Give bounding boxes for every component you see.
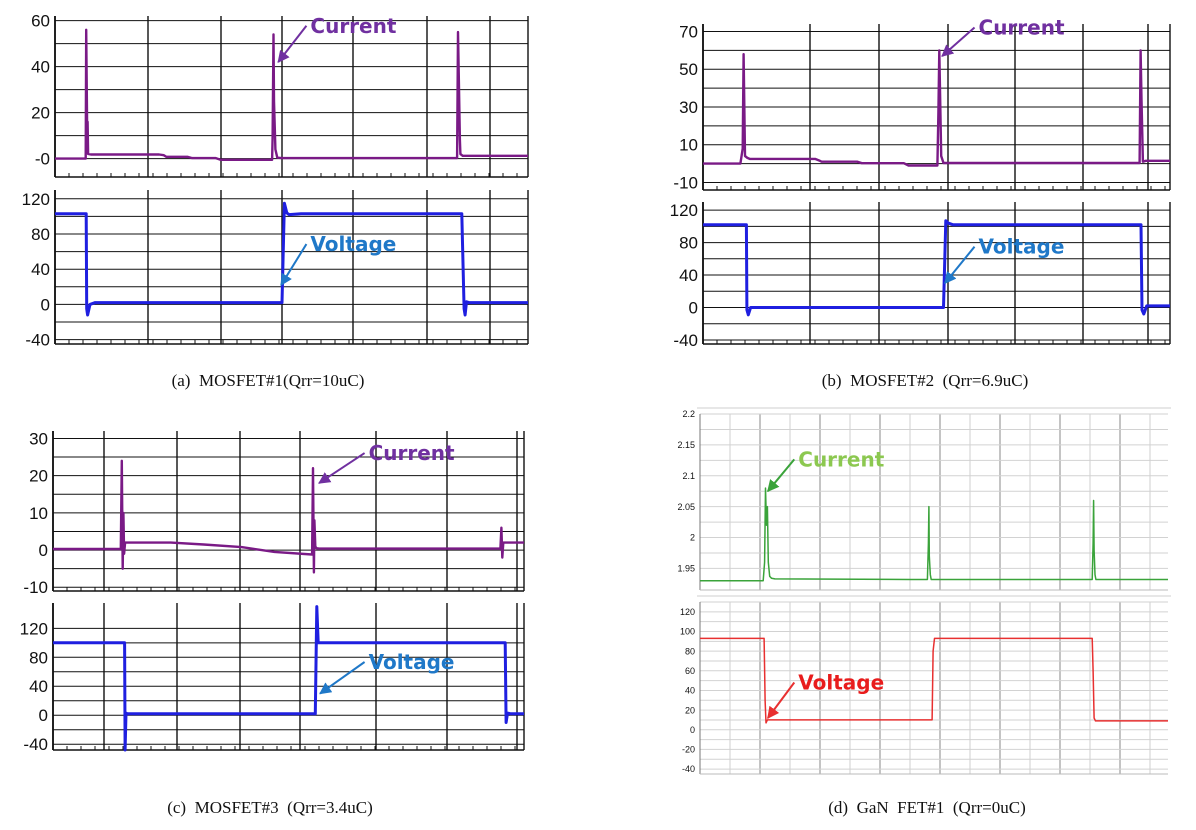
- y-tick-label: 120: [20, 619, 48, 638]
- annotation-arrow: [318, 452, 366, 484]
- caption-a: (a) MOSFET#1(Qrr=10uC): [171, 371, 365, 390]
- y-tick-label: 0: [39, 541, 48, 560]
- voltage-waveform: [53, 605, 524, 752]
- y-tick-label: -10: [673, 173, 698, 192]
- y-tick-label: 100: [680, 627, 695, 637]
- y-tick-label: -40: [23, 735, 48, 754]
- current-label: Current: [798, 447, 884, 471]
- chart-d-panel-voltage: 120 100 80 60 40 20 0 -20 -40: [680, 595, 1171, 775]
- voltage-label: Voltage: [310, 232, 396, 256]
- y-tick-label: 2.1: [682, 471, 695, 481]
- annotation-arrow: [941, 26, 976, 57]
- current-waveform: [700, 487, 1168, 582]
- chart-c: 30 20 10 0 -10 120 80 40 0 -40 Current Voltage: [20, 429, 525, 754]
- annotation-arrow: [280, 243, 308, 287]
- y-tick-label: 10: [29, 504, 48, 523]
- y-tick-label: 60: [31, 12, 50, 31]
- voltage-label: Voltage: [369, 650, 455, 674]
- y-tick-label: 120: [670, 201, 698, 220]
- annotation-arrow: [767, 458, 796, 493]
- y-tick-label: 120: [22, 190, 50, 209]
- y-tick-label: 40: [679, 266, 698, 285]
- y-tick-label: 80: [685, 646, 695, 656]
- y-tick-label: 20: [29, 467, 48, 486]
- y-tick-label: -40: [682, 764, 695, 774]
- y-tick-label: -20: [682, 745, 695, 755]
- y-tick-label: -40: [673, 331, 698, 350]
- y-tick-label: -0: [35, 150, 50, 169]
- annotation-arrow: [767, 681, 796, 719]
- current-label: Current: [369, 441, 455, 465]
- current-label: Current: [979, 16, 1065, 40]
- chart-d: 2.2 2.15 2.1 2.05 2 1.95 120 100 80 60 40 20 0 -20 -40…: [677, 407, 1171, 775]
- voltage-waveform: [55, 201, 528, 317]
- y-tick-label: 0: [690, 725, 695, 735]
- voltage-waveform: [703, 219, 1170, 317]
- y-tick-label: 1.95: [677, 564, 695, 574]
- y-tick-label: 2.2: [682, 409, 695, 419]
- current-waveform: [55, 28, 528, 161]
- y-tick-label: -10: [23, 578, 48, 597]
- y-tick-label: 30: [29, 429, 48, 448]
- y-tick-label: 20: [685, 705, 695, 715]
- annotation-arrow: [944, 246, 976, 285]
- caption-d: (d) GaN FET#1 (Qrr=0uC): [828, 798, 1026, 817]
- current-label: Current: [310, 14, 396, 38]
- chart-c-panel-voltage: 120 80 40 0 -40: [20, 603, 525, 754]
- y-tick-label: 40: [31, 58, 50, 77]
- y-tick-label: 2.05: [677, 502, 695, 512]
- y-tick-label: 40: [31, 260, 50, 279]
- y-tick-label: -40: [25, 331, 50, 350]
- voltage-label: Voltage: [798, 671, 884, 695]
- y-tick-label: 30: [679, 98, 698, 117]
- y-tick-label: 80: [31, 225, 50, 244]
- chart-c-panel-current: 30 20 10 0 -10: [23, 429, 525, 597]
- caption-b: (b) MOSFET#2 (Qrr=6.9uC): [821, 371, 1029, 390]
- chart-a: 60 40 20 -0 120 80 40 0 -40 Current Voltage: [22, 12, 529, 350]
- y-tick-label: 0: [41, 295, 50, 314]
- y-tick-label: 2.15: [677, 440, 695, 450]
- annotation-arrow: [277, 25, 308, 63]
- current-waveform: [53, 459, 524, 574]
- current-waveform: [703, 49, 1170, 167]
- y-tick-label: 80: [679, 234, 698, 253]
- chart-d-panel-current: 2.2 2.15 2.1 2.05 2 1.95: [677, 407, 1171, 591]
- annotation-arrow: [319, 661, 366, 695]
- y-tick-label: 40: [685, 686, 695, 696]
- y-tick-label: 120: [680, 607, 695, 617]
- y-tick-label: 2: [690, 533, 695, 543]
- y-tick-label: 60: [685, 666, 695, 676]
- caption-c: (c) MOSFET#3 (Qrr=3.4uC): [167, 798, 373, 817]
- y-tick-label: 50: [679, 60, 698, 79]
- chart-b-panel-voltage: 120 80 40 0 -40: [670, 201, 1171, 350]
- chart-b: 70 50 30 10 -10 120 80 40 0 -40 Current Voltage: [670, 16, 1171, 350]
- chart-a-panel-current: 60 40 20 -0: [31, 12, 529, 178]
- y-tick-label: 80: [29, 648, 48, 667]
- voltage-waveform: [700, 637, 1168, 724]
- y-tick-label: 0: [39, 706, 48, 725]
- chart-a-panel-voltage: 120 80 40 0 -40: [22, 190, 529, 350]
- y-tick-label: 20: [31, 104, 50, 123]
- y-tick-label: 10: [679, 136, 698, 155]
- y-tick-label: 40: [29, 677, 48, 696]
- chart-b-panel-current: 70 50 30 10 -10: [673, 22, 1171, 192]
- voltage-label: Voltage: [979, 235, 1065, 259]
- y-tick-label: 70: [679, 22, 698, 41]
- y-tick-label: 0: [689, 298, 698, 317]
